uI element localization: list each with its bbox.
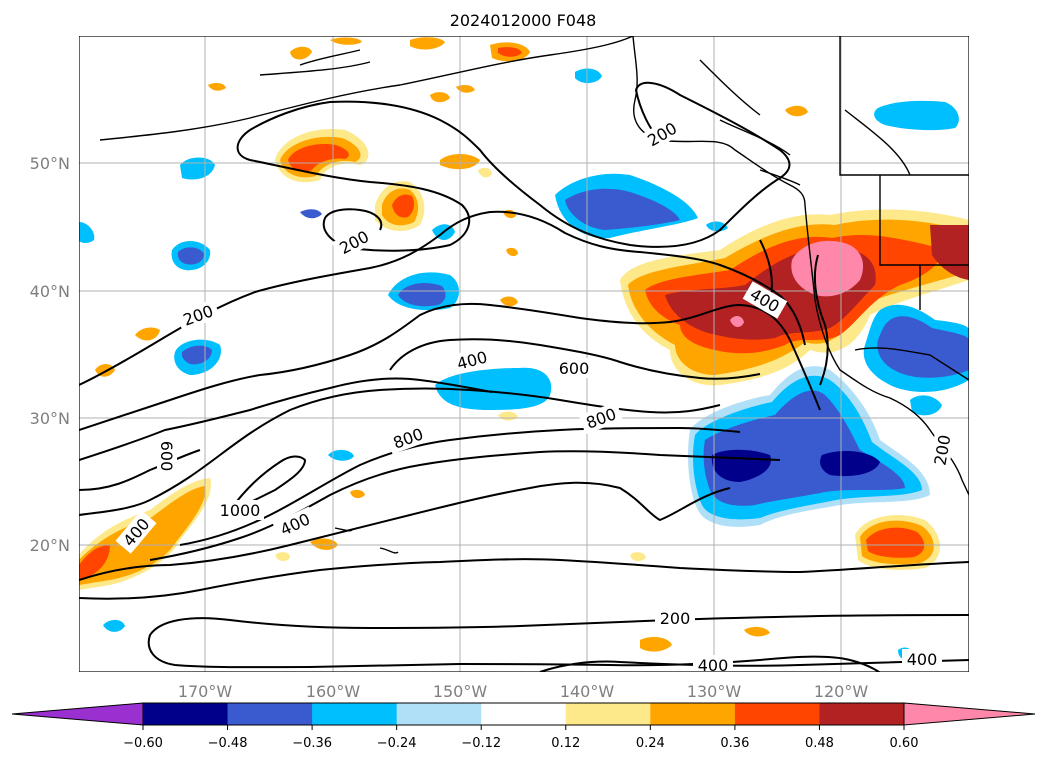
colorbar-extend-max [903, 702, 1036, 726]
lon-label: 150°W [433, 682, 488, 701]
colorbar-tick-label: 0.12 [551, 736, 580, 751]
colorbar-tick-label: 0.60 [890, 736, 919, 751]
contour-label: 200 [660, 609, 691, 628]
contour-label: 600 [157, 441, 176, 472]
contour-label: 400 [907, 650, 938, 669]
colorbar-cell [396, 703, 482, 725]
lat-label: 30°N [30, 409, 70, 428]
colorbar-cell [734, 703, 820, 725]
colorbar-cell [143, 703, 229, 725]
longitude-labels: 170°W 160°W 150°W 140°W 130°W 120°W [178, 682, 869, 701]
lon-label: 120°W [814, 682, 869, 701]
lat-label: 40°N [30, 282, 70, 301]
map-title: 2024012000 F048 [450, 11, 597, 30]
colorbar-cell [650, 703, 736, 725]
colorbar: −0.60 −0.48 −0.36 −0.24 −0.12 0.12 0.24 0.36 0.4… [11, 702, 1036, 751]
contour-label: 1000 [220, 501, 261, 520]
colorbar-tick-label: −0.24 [377, 736, 417, 751]
colorbar-cell [565, 703, 651, 725]
colorbar-cell [312, 703, 398, 725]
colorbar-tick-label: −0.60 [123, 736, 163, 751]
colorbar-extend-min [11, 702, 144, 726]
colorbar-cell [227, 703, 313, 725]
graticule [79, 36, 969, 672]
lon-label: 130°W [687, 682, 742, 701]
colorbar-tick-label: −0.12 [461, 736, 501, 751]
colorbar-cell [481, 703, 567, 725]
lat-label: 50°N [30, 154, 70, 173]
colorbar-tick-label: 0.36 [720, 736, 749, 751]
lon-label: 140°W [560, 682, 615, 701]
contour-label: 600 [559, 359, 590, 378]
shading-layer [79, 37, 969, 660]
lat-label: 20°N [30, 536, 70, 555]
contour-label: 400 [698, 656, 729, 675]
map-panel: 200 200 200 200 400 400 400 400 400 400 … [79, 36, 969, 675]
lon-label: 170°W [178, 682, 233, 701]
colorbar-tick-label: 0.24 [636, 736, 665, 751]
colorbar-tick-label: −0.48 [208, 736, 248, 751]
latitude-labels: 50°N 40°N 30°N 20°N [30, 154, 70, 555]
shade-pos-5 [791, 240, 864, 297]
colorbar-cell [819, 703, 905, 725]
colorbar-tick-label: −0.36 [292, 736, 332, 751]
lon-label: 160°W [306, 682, 361, 701]
colorbar-tick-label: 0.48 [805, 736, 834, 751]
